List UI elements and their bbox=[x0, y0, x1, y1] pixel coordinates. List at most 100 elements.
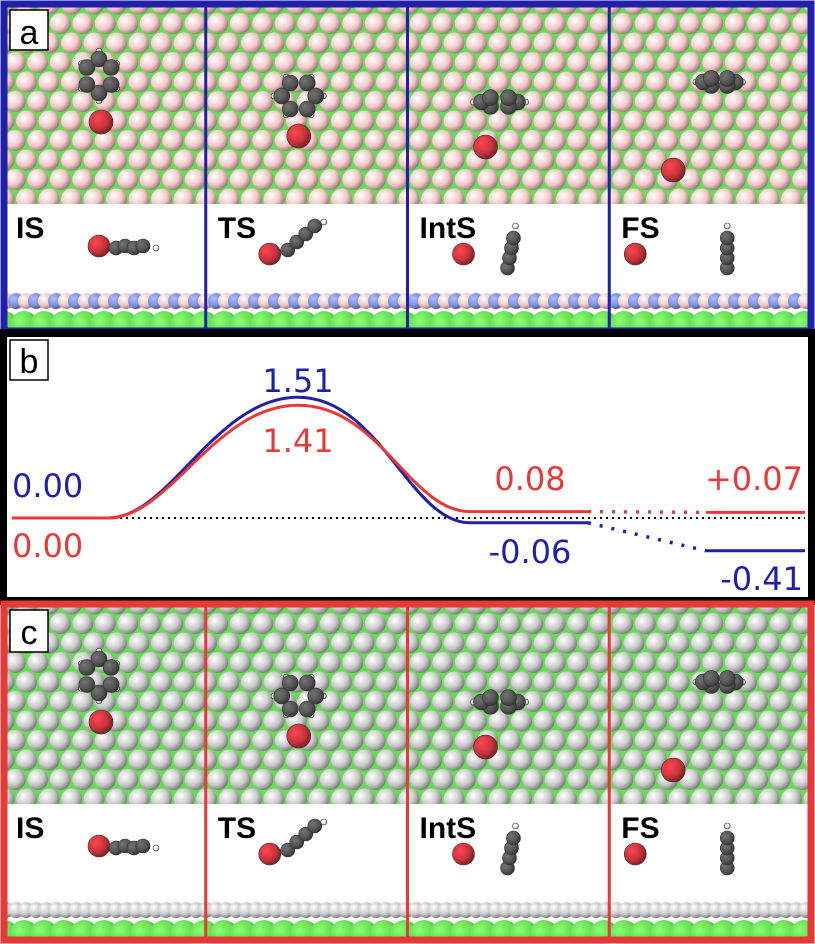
energy-value-label: +0.07 bbox=[705, 460, 803, 498]
carbon-atom bbox=[90, 50, 108, 68]
oxygen-atom bbox=[452, 842, 475, 866]
state-label-is: IS bbox=[16, 812, 44, 845]
energy-value-label: 0.00 bbox=[12, 527, 83, 565]
carbon-atom bbox=[307, 687, 325, 705]
energy-value-label: -0.06 bbox=[489, 533, 572, 571]
oxygen-atom bbox=[623, 242, 647, 266]
oxygen-atom bbox=[88, 109, 114, 135]
carbon-atom bbox=[78, 59, 96, 76]
oxygen-atom bbox=[88, 709, 114, 735]
state-tile-fs: FS bbox=[621, 70, 746, 276]
oxygen-atom bbox=[258, 242, 282, 266]
oxygen-atom bbox=[473, 134, 498, 160]
hydrogen-atom bbox=[512, 822, 519, 830]
state-tile-ints: IntS bbox=[420, 689, 529, 876]
hydrogen-atom bbox=[152, 244, 160, 252]
state-label-ts: TS bbox=[218, 212, 256, 245]
carbon-atom bbox=[506, 830, 521, 846]
state-tile-is: IS bbox=[16, 648, 160, 858]
panel-a: IS TS IntS FS bbox=[4, 4, 811, 331]
carbon-atom bbox=[78, 676, 96, 693]
carbon-atom bbox=[90, 684, 108, 702]
carbon-atom bbox=[102, 659, 120, 676]
panel-c: IS TS IntS FS bbox=[4, 604, 811, 940]
state-tile-ints: IntS bbox=[420, 89, 529, 276]
energy-connector-1 bbox=[587, 509, 707, 515]
carbon-atom bbox=[90, 84, 108, 102]
carbon-atom bbox=[102, 676, 120, 693]
energy-value-label: 1.51 bbox=[262, 362, 333, 400]
carbon-atom bbox=[307, 218, 323, 234]
carbon-atom bbox=[506, 230, 521, 246]
carbon-atom bbox=[281, 100, 299, 118]
carbon-atom bbox=[281, 700, 299, 718]
energy-value-label: 0.00 bbox=[12, 467, 83, 505]
oxygen-atom bbox=[87, 234, 111, 258]
carbon-atom bbox=[298, 674, 316, 692]
panel-a-label: a bbox=[20, 14, 39, 52]
energy-value-label: -0.41 bbox=[720, 560, 803, 598]
energy-panel-frame bbox=[0, 329, 815, 605]
panel-c-frame bbox=[0, 600, 815, 944]
panel-c-label-box bbox=[9, 609, 49, 653]
oxygen-atom bbox=[87, 834, 111, 858]
oxygen-atom bbox=[258, 842, 282, 866]
carbon-atom bbox=[719, 230, 735, 246]
panel-b-label: b bbox=[20, 343, 39, 381]
oxygen-atom bbox=[473, 734, 498, 760]
state-tile-ts: TS bbox=[218, 673, 328, 866]
hydrogen-atom bbox=[723, 222, 731, 230]
energy-value-label: 0.08 bbox=[494, 460, 565, 498]
state-tile-ts: TS bbox=[218, 73, 328, 266]
carbon-atom bbox=[307, 87, 325, 105]
hydrogen-atom bbox=[320, 218, 328, 226]
oxygen-atom bbox=[660, 157, 686, 183]
carbon-atom bbox=[298, 74, 316, 92]
hydrogen-atom bbox=[723, 822, 731, 830]
energy-connector-0 bbox=[587, 521, 707, 553]
carbon-atom bbox=[298, 100, 316, 118]
carbon-atom bbox=[500, 689, 517, 706]
carbon-atom bbox=[719, 830, 735, 846]
carbon-atom bbox=[298, 700, 316, 718]
carbon-atom bbox=[102, 59, 120, 76]
oxygen-atom bbox=[452, 242, 475, 266]
carbon-atom bbox=[500, 89, 517, 106]
carbon-atom bbox=[307, 818, 323, 834]
carbon-atom bbox=[702, 70, 720, 87]
state-label-ts: TS bbox=[218, 812, 256, 845]
carbon-atom bbox=[78, 659, 96, 676]
panel-c-label: c bbox=[21, 614, 38, 652]
oxygen-atom bbox=[660, 757, 686, 783]
state-label-fs: FS bbox=[621, 212, 659, 245]
panel-a-label-box bbox=[9, 9, 49, 51]
state-tile-is: IS bbox=[16, 48, 160, 258]
state-label-ints: IntS bbox=[420, 212, 477, 245]
carbon-atom bbox=[718, 70, 736, 87]
energy-curve-1 bbox=[12, 403, 588, 520]
carbon-atom bbox=[281, 74, 299, 92]
state-label-fs: FS bbox=[621, 812, 659, 845]
panel-b-label-box bbox=[9, 339, 49, 381]
carbon-atom bbox=[281, 674, 299, 692]
carbon-atom bbox=[135, 238, 151, 254]
state-label-is: IS bbox=[16, 212, 44, 245]
hydrogen-atom bbox=[512, 222, 519, 230]
energy-value-label: 1.41 bbox=[262, 422, 333, 460]
carbon-atom bbox=[135, 838, 151, 854]
oxygen-atom bbox=[623, 842, 647, 866]
oxygen-atom bbox=[286, 123, 312, 149]
hydrogen-atom bbox=[320, 818, 328, 826]
carbon-atom bbox=[482, 89, 499, 106]
carbon-atom bbox=[273, 87, 291, 105]
state-tile-fs: FS bbox=[621, 670, 746, 876]
carbon-atom bbox=[78, 76, 96, 93]
energy-profile-panel: 0.00 0.00 1.51 1.41 0.08 -0.06 +0.07 -0.41 bbox=[0, 329, 815, 605]
carbon-atom bbox=[718, 670, 736, 687]
carbon-atom bbox=[273, 687, 291, 705]
carbon-atom bbox=[482, 689, 499, 706]
carbon-atom bbox=[702, 670, 720, 687]
state-label-ints: IntS bbox=[420, 812, 477, 845]
carbon-atom bbox=[102, 76, 120, 93]
